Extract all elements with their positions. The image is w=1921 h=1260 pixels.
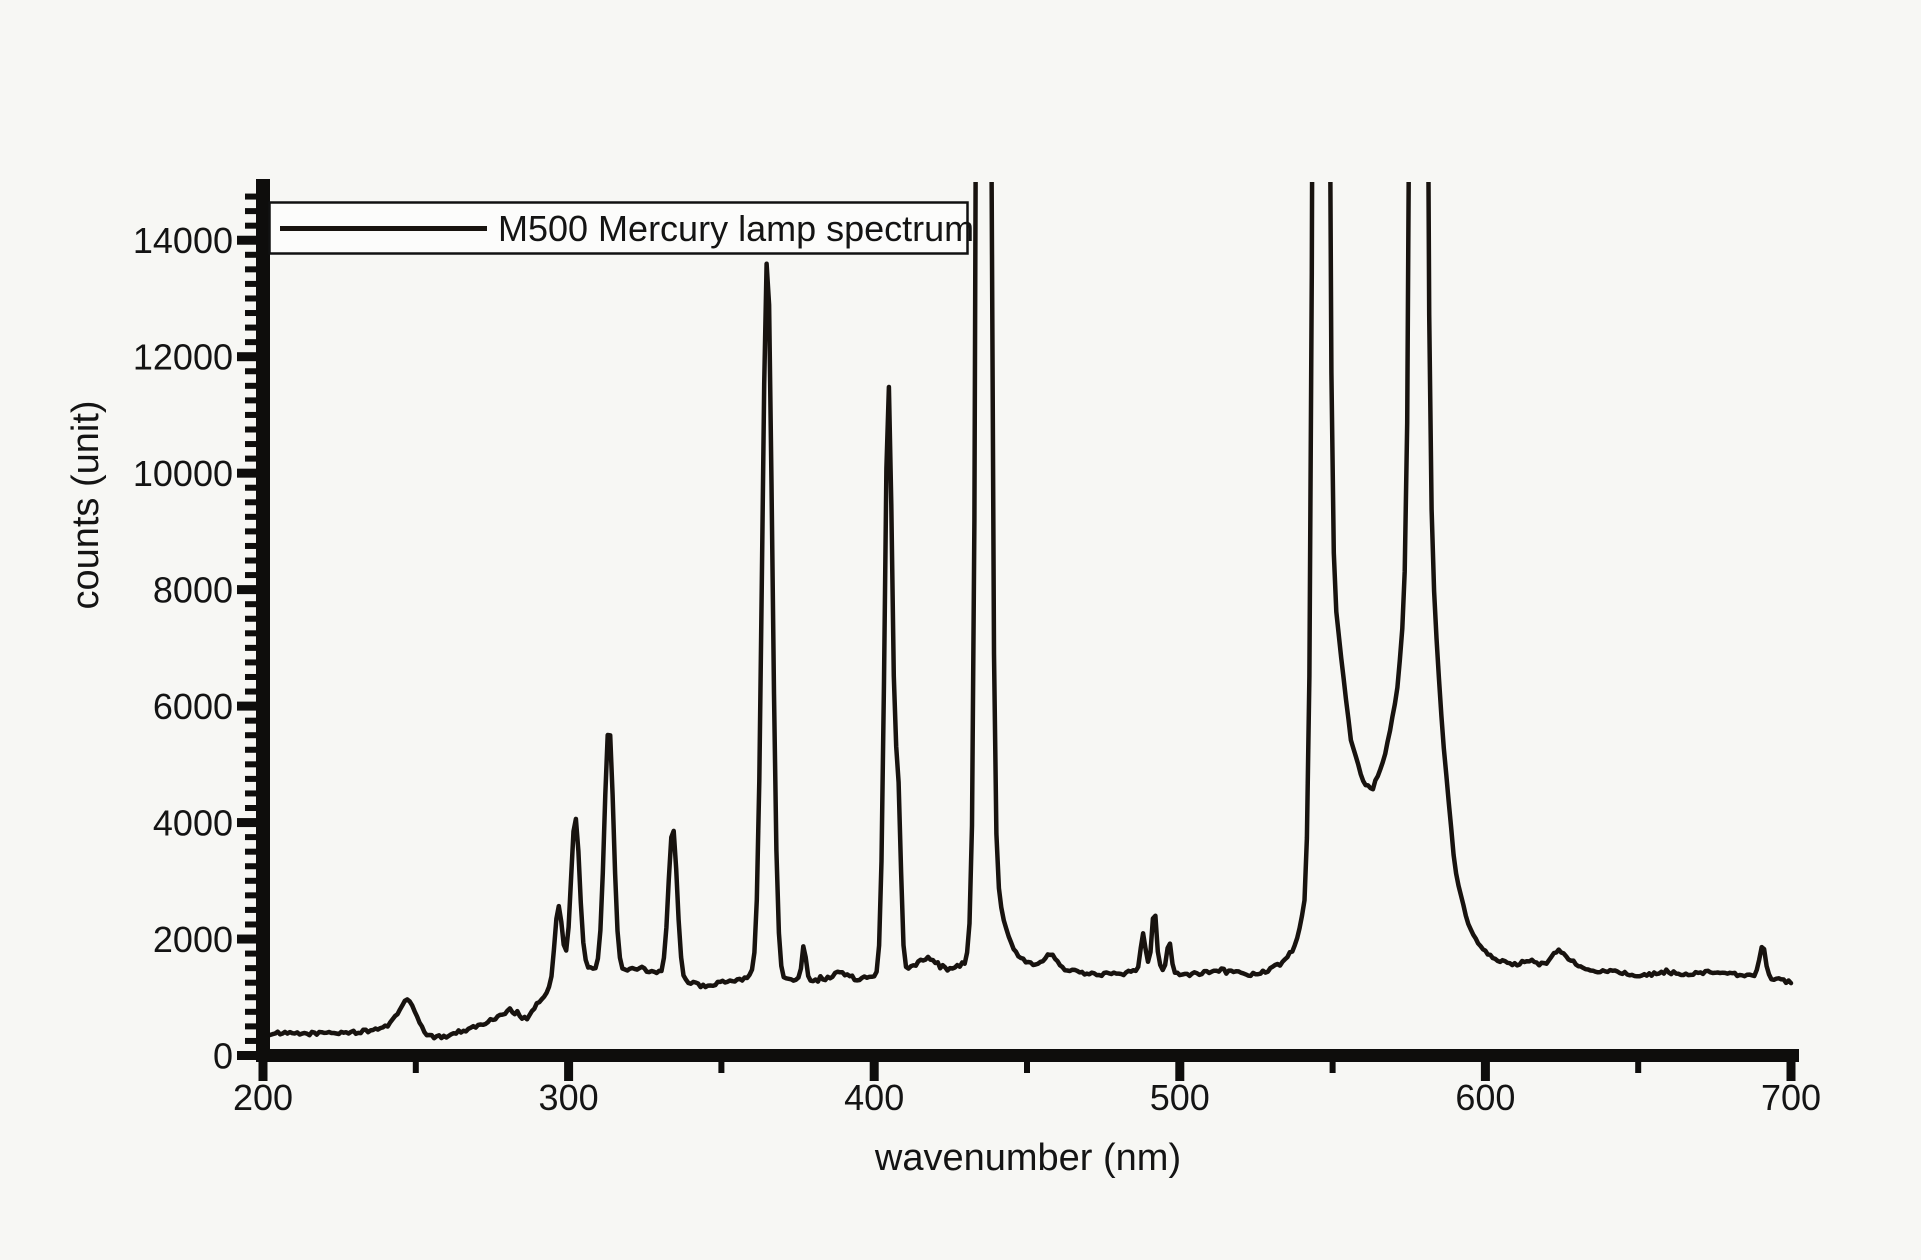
y-tick-label: 12000 bbox=[133, 337, 233, 378]
y-minor-tick bbox=[245, 834, 256, 841]
axis-tick-labels: 200 300 400 500 600 700 0 2000 4000 6000 8000 10000… bbox=[133, 220, 1821, 1118]
y-minor-tick bbox=[245, 266, 256, 273]
y-minor-tick bbox=[245, 979, 256, 986]
y-minor-tick bbox=[245, 848, 256, 855]
y-minor-tick bbox=[245, 528, 256, 535]
y-minor-tick bbox=[245, 659, 256, 666]
y-minor-tick bbox=[245, 906, 256, 913]
y-minor-tick bbox=[245, 1023, 256, 1030]
y-minor-tick bbox=[245, 863, 256, 870]
x-minor-tick bbox=[718, 1062, 725, 1073]
y-tick-label: 2000 bbox=[153, 919, 233, 960]
y-minor-tick bbox=[245, 805, 256, 812]
y-minor-tick bbox=[245, 644, 256, 651]
x-tick-label: 500 bbox=[1150, 1077, 1210, 1118]
y-minor-tick bbox=[245, 921, 256, 928]
x-minor-tick bbox=[1024, 1062, 1030, 1073]
y-minor-tick bbox=[245, 572, 256, 579]
y-minor-tick bbox=[245, 411, 256, 418]
y-major-tick bbox=[237, 701, 256, 711]
y-minor-tick bbox=[245, 950, 256, 957]
y-minor-tick bbox=[245, 601, 256, 608]
y-minor-tick bbox=[245, 1008, 256, 1015]
y-major-tick bbox=[237, 235, 256, 245]
y-minor-tick bbox=[245, 193, 256, 200]
y-minor-tick bbox=[245, 280, 256, 287]
y-minor-tick bbox=[245, 732, 256, 739]
y-tick-label: 8000 bbox=[153, 570, 233, 611]
x-tick-label: 400 bbox=[844, 1077, 904, 1118]
spectrum-trace bbox=[260, 182, 1794, 1041]
y-minor-tick bbox=[245, 513, 256, 520]
y-minor-tick bbox=[245, 542, 256, 549]
x-major-tick bbox=[564, 1062, 574, 1081]
y-minor-tick bbox=[245, 892, 256, 899]
y-tick-label: 14000 bbox=[133, 220, 233, 261]
y-minor-tick bbox=[245, 877, 256, 884]
y-major-tick bbox=[237, 934, 256, 944]
y-minor-tick bbox=[245, 775, 256, 782]
y-axis-title: counts (unit) bbox=[65, 400, 107, 609]
y-minor-tick bbox=[245, 441, 256, 448]
y-tick-label: 10000 bbox=[133, 453, 233, 494]
x-major-tick bbox=[1480, 1062, 1490, 1081]
y-minor-tick bbox=[245, 761, 256, 768]
y-minor-tick bbox=[245, 630, 256, 637]
legend-label: M500 Mercury lamp spectrum bbox=[498, 208, 974, 249]
y-minor-tick bbox=[245, 339, 256, 346]
y-minor-tick bbox=[245, 484, 256, 491]
y-minor-tick bbox=[245, 746, 256, 753]
y-minor-tick bbox=[245, 557, 256, 564]
y-minor-tick bbox=[245, 310, 256, 317]
x-tick-label: 200 bbox=[233, 1077, 293, 1118]
x-major-tick bbox=[1786, 1062, 1796, 1081]
y-minor-tick bbox=[245, 382, 256, 389]
x-tick-label: 700 bbox=[1761, 1077, 1821, 1118]
x-major-tick bbox=[869, 1062, 879, 1081]
x-axis-title: wavenumber (nm) bbox=[874, 1137, 1181, 1179]
x-major-tick bbox=[1175, 1062, 1185, 1081]
y-minor-tick bbox=[245, 615, 256, 622]
y-tick-label: 4000 bbox=[153, 803, 233, 844]
x-tick-label: 600 bbox=[1455, 1077, 1515, 1118]
y-minor-tick bbox=[245, 717, 256, 724]
y-tick-label: 6000 bbox=[153, 686, 233, 727]
y-major-tick bbox=[237, 352, 256, 362]
y-minor-tick bbox=[245, 688, 256, 695]
y-axis-spine bbox=[256, 179, 270, 1062]
y-minor-tick bbox=[245, 965, 256, 972]
y-minor-tick bbox=[245, 251, 256, 258]
y-minor-tick bbox=[245, 222, 256, 229]
x-minor-tick bbox=[412, 1062, 419, 1073]
x-minor-tick bbox=[1329, 1062, 1336, 1073]
y-minor-tick bbox=[245, 368, 256, 375]
y-major-tick bbox=[237, 1051, 256, 1060]
y-minor-tick bbox=[245, 673, 256, 680]
y-minor-tick bbox=[245, 455, 256, 462]
x-major-tick bbox=[258, 1062, 268, 1081]
x-axis-spine bbox=[256, 1049, 1799, 1062]
y-minor-tick bbox=[245, 1037, 256, 1044]
y-tick-label: 0 bbox=[213, 1036, 233, 1077]
y-major-tick bbox=[237, 585, 256, 595]
y-major-tick bbox=[237, 468, 256, 478]
y-minor-tick bbox=[245, 426, 256, 433]
y-major-tick bbox=[237, 818, 256, 828]
x-tick-label: 300 bbox=[539, 1077, 599, 1118]
y-minor-tick bbox=[245, 208, 256, 215]
y-minor-tick bbox=[245, 499, 256, 506]
y-minor-tick bbox=[245, 790, 256, 797]
y-minor-tick bbox=[245, 397, 256, 404]
axis-ticks bbox=[237, 193, 1796, 1081]
legend: M500 Mercury lamp spectrum bbox=[268, 201, 974, 255]
y-minor-tick bbox=[245, 295, 256, 302]
y-minor-tick bbox=[245, 994, 256, 1001]
y-minor-tick bbox=[245, 324, 256, 331]
x-minor-tick bbox=[1635, 1062, 1642, 1073]
